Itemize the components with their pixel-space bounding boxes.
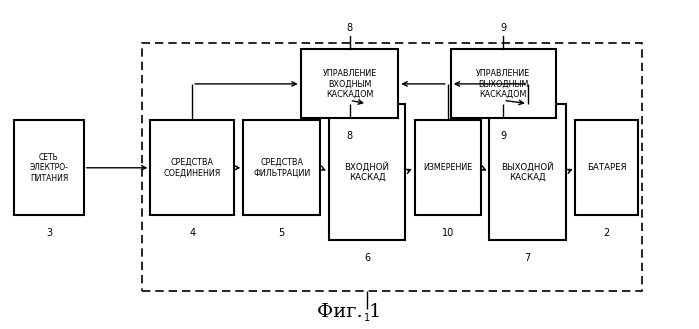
Text: УПРАВЛЕНИЕ
ВЫХОДНЫМ
КАСКАДОМ: УПРАВЛЕНИЕ ВЫХОДНЫМ КАСКАДОМ (476, 69, 531, 99)
Text: ИЗМЕРЕНИЕ: ИЗМЕРЕНИЕ (423, 163, 473, 172)
Text: 9: 9 (500, 131, 506, 141)
Text: 2: 2 (604, 228, 610, 238)
FancyBboxPatch shape (150, 120, 234, 215)
Text: 7: 7 (525, 253, 531, 263)
Text: СЕТЬ
ЭЛЕКТРО-
ПИТАНИЯ: СЕТЬ ЭЛЕКТРО- ПИТАНИЯ (29, 153, 69, 183)
FancyBboxPatch shape (451, 49, 556, 118)
Text: СРЕДСТВА
СОЕДИНЕНИЯ: СРЕДСТВА СОЕДИНЕНИЯ (164, 158, 221, 177)
FancyBboxPatch shape (243, 120, 320, 215)
FancyBboxPatch shape (329, 104, 405, 240)
FancyBboxPatch shape (489, 104, 566, 240)
Text: 8: 8 (347, 23, 352, 33)
Text: 6: 6 (364, 253, 370, 263)
FancyBboxPatch shape (415, 120, 481, 215)
Text: 4: 4 (189, 228, 195, 238)
Text: 8: 8 (347, 131, 352, 141)
FancyBboxPatch shape (14, 120, 84, 215)
Text: Фиг. 1: Фиг. 1 (317, 303, 382, 321)
Text: 3: 3 (46, 228, 52, 238)
FancyBboxPatch shape (301, 49, 398, 118)
Text: СРЕДСТВА
ФИЛЬТРАЦИИ: СРЕДСТВА ФИЛЬТРАЦИИ (253, 158, 310, 177)
Text: ВХОДНОЙ
КАСКАД: ВХОДНОЙ КАСКАД (345, 162, 389, 182)
Text: 1: 1 (364, 313, 370, 322)
Text: 5: 5 (279, 228, 284, 238)
FancyBboxPatch shape (575, 120, 638, 215)
Text: БАТАРЕЯ: БАТАРЕЯ (587, 163, 626, 172)
Text: ВЫХОДНОЙ
КАСКАД: ВЫХОДНОЙ КАСКАД (501, 162, 554, 182)
Text: 9: 9 (500, 23, 506, 33)
Text: УПРАВЛЕНИЕ
ВХОДНЫМ
КАСКАДОМ: УПРАВЛЕНИЕ ВХОДНЫМ КАСКАДОМ (322, 69, 377, 99)
Text: 10: 10 (442, 228, 454, 238)
